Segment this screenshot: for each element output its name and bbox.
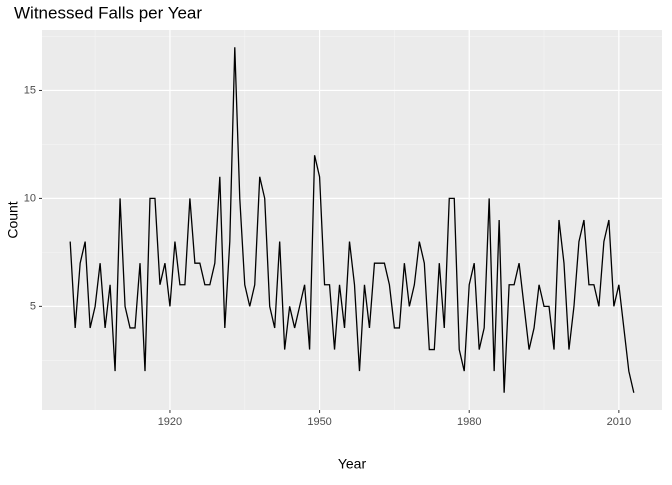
y-tick-label: 10 — [24, 192, 36, 204]
x-axis-title: Year — [338, 456, 367, 472]
y-tick-label: 15 — [24, 84, 36, 96]
x-tick-label: 1950 — [307, 416, 331, 428]
panel — [42, 30, 662, 410]
y-axis-title: Count — [5, 201, 21, 238]
chart-title: Witnessed Falls per Year — [14, 3, 202, 22]
x-tick-label: 1920 — [158, 416, 182, 428]
x-tick-label: 2010 — [607, 416, 631, 428]
x-tick-label: 1980 — [457, 416, 481, 428]
y-tick-label: 5 — [30, 300, 36, 312]
data-line — [69, 47, 635, 393]
